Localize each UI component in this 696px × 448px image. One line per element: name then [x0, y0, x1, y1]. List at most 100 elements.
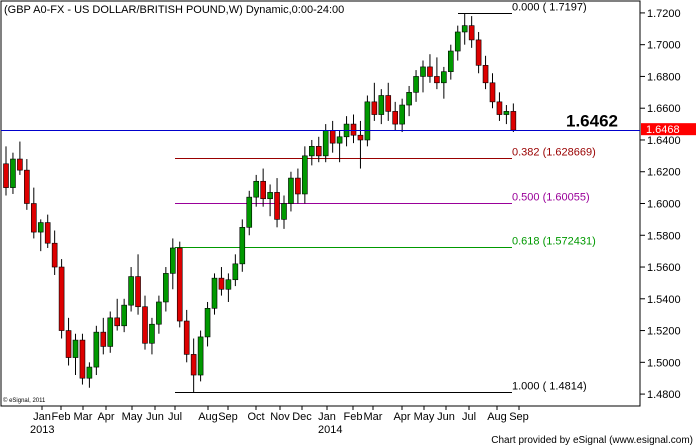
candle-body [482, 65, 489, 84]
x-tick-label: Sep [218, 411, 238, 423]
candle-body [434, 76, 440, 84]
candle-body [149, 323, 155, 344]
current-price-label: 1.6462 [566, 112, 618, 131]
x-tick-label: Jan [33, 411, 51, 423]
y-tick-label: 1.7200 [647, 8, 681, 20]
candle-body [218, 277, 225, 290]
candle-body [302, 155, 308, 195]
candle-body [406, 92, 412, 106]
candle-body [135, 276, 141, 308]
candle-body [10, 158, 16, 188]
y-tick-label: 1.4800 [647, 389, 681, 401]
candle-body [170, 247, 176, 274]
candle-body [267, 192, 273, 200]
candle-body [239, 227, 246, 265]
candle-body [121, 304, 127, 327]
candle-body [399, 104, 405, 125]
candle-body [114, 317, 120, 327]
candle-body [385, 95, 392, 112]
candle-body [447, 50, 454, 72]
candle-body [176, 247, 183, 322]
candle-body [100, 331, 107, 347]
fibonacci-levels: 0.000 ( 1.7197) 0.382 (1.628669) 0.500 (1.… [175, 2, 596, 393]
candle-body [72, 339, 79, 358]
x-tick-label: Jan [318, 411, 336, 423]
candle-body [454, 31, 461, 52]
candle-body [413, 76, 419, 93]
y-tick-label: 1.5800 [647, 230, 681, 242]
candle-body [3, 163, 9, 188]
candle-body [142, 306, 148, 344]
candle-body [79, 339, 86, 379]
candle-body [107, 317, 114, 347]
x-tick-label: Aug [487, 411, 507, 423]
candle-body [225, 279, 232, 290]
year-label: 2014 [318, 424, 342, 436]
candle-body [204, 308, 211, 338]
esignal-copyright: © eSignal, 2011 [3, 397, 46, 404]
y-tick-label: 1.7000 [647, 40, 681, 52]
y-tick-label: 1.5200 [647, 326, 681, 338]
y-axis: 1.4800 1.5000 1.5200 1.5400 1.5600 1.5800 1.60… [640, 8, 681, 401]
y-tick-label: 1.6600 [647, 103, 681, 115]
candle-body [190, 354, 197, 376]
fib-label: 0.500 (1.60055) [512, 192, 590, 204]
candle-body [197, 336, 204, 376]
x-tick-label: Mar [74, 411, 93, 423]
candle-body [357, 134, 364, 141]
x-tick-label: Jun [437, 411, 455, 423]
candle-body [315, 146, 322, 157]
x-tick-label: Apr [393, 411, 410, 423]
candle-body [253, 180, 259, 198]
candle-body [17, 158, 23, 171]
candle-body [295, 177, 301, 195]
x-tick-label: Feb [344, 411, 363, 423]
candle-body [163, 273, 169, 303]
x-tick-label: Feb [52, 411, 71, 423]
x-tick-label: Sep [509, 411, 529, 423]
candle-body [468, 25, 475, 41]
candle-body [336, 136, 343, 144]
candle-body [475, 39, 482, 66]
x-axis: Jan Feb Mar Apr May Jun Jul Aug Sep Oct Nov Dec Jan F… [30, 406, 529, 436]
y-tick-label: 1.5000 [647, 357, 681, 369]
candle-body [156, 301, 162, 325]
candle-body [308, 146, 315, 157]
candle-body [489, 82, 496, 103]
fib-label: 1.000 ( 1.4814) [512, 381, 587, 393]
candle-body [364, 101, 371, 141]
candle-body [510, 111, 517, 131]
candle-body [232, 263, 239, 281]
x-tick-label: Apr [97, 411, 114, 423]
x-tick-label: Mar [364, 411, 383, 423]
candle-body [128, 276, 134, 306]
y-tick-label: 1.6400 [647, 135, 681, 147]
y-tick-label: 1.6800 [647, 71, 681, 83]
candle-body [392, 111, 399, 125]
candle-body [322, 130, 329, 157]
candle-body [260, 180, 266, 200]
candle-body [274, 192, 280, 220]
candle-body [183, 320, 190, 355]
current-price: 1.6462 1.6468 [1, 112, 696, 136]
candle-body [58, 266, 65, 331]
esignal-credit: Chart provided by eSignal (www.esignal.c… [491, 435, 693, 446]
x-tick-label: Aug [198, 411, 218, 423]
candle-body [371, 101, 378, 115]
candle-body [51, 242, 58, 268]
x-tick-label: Nov [270, 411, 290, 423]
price-tag-box [641, 123, 696, 136]
candle-body [461, 25, 468, 33]
candle-body [496, 101, 503, 115]
candle-body [86, 366, 93, 379]
candle-body [288, 177, 294, 204]
y-tick-label: 1.5600 [647, 262, 681, 274]
candle-body [44, 222, 51, 244]
candle-body [246, 196, 253, 228]
chart-title: (GBP A0-FX - US DOLLAR/BRITISH POUND,W) … [4, 4, 344, 16]
candle-body [441, 71, 447, 84]
x-tick-label: May [414, 411, 435, 423]
